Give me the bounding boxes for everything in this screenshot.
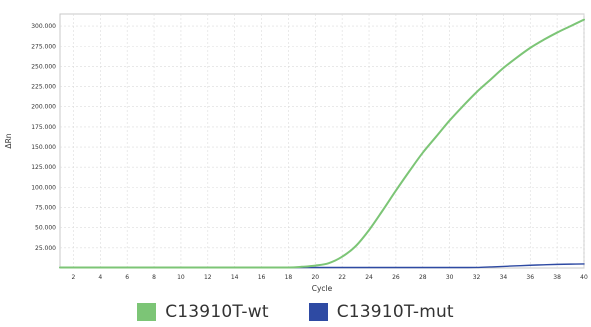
x-tick-label: 12 [204,274,212,281]
x-tick-label: 30 [446,274,454,281]
plot-area [59,13,585,269]
y-tick-label: 175.000 [31,124,56,131]
legend-swatch-wt [137,303,157,321]
y-tick-label: 225.000 [31,84,56,91]
x-tick-label: 32 [473,274,481,281]
x-tick-label: 22 [338,274,346,281]
series-line-wt [59,18,585,269]
y-tick-label: 75.000 [35,205,56,212]
y-tick-label: 150.000 [31,144,56,151]
x-tick-label: 16 [258,274,266,281]
x-tick-label: 10 [177,274,185,281]
x-tick-label: 28 [419,274,427,281]
x-tick-label: 24 [365,274,373,281]
y-tick-label: 100.000 [31,184,56,191]
grid [60,14,585,268]
y-tick-label: 200.000 [31,104,56,111]
x-tick-label: 36 [526,274,534,281]
x-tick-label: 20 [311,274,319,281]
y-tick-label: 50.000 [35,225,56,232]
y-tick-label: 250.000 [31,63,56,70]
x-tick-label: 8 [152,274,156,281]
x-tick-label: 4 [98,274,102,281]
x-tick-label: 2 [72,274,76,281]
legend-item-mut: C13910T-mut [308,302,454,322]
legend-item-wt: C13910T-wt [137,302,268,322]
y-tick-label: 25.000 [35,245,56,252]
x-tick-label: 34 [500,274,508,281]
legend-label-wt: C13910T-wt [165,302,269,322]
y-axis-title: ΔRn [4,133,13,148]
x-tick-label: 38 [553,274,561,281]
series [59,18,585,269]
y-axis-ticks: 25.000 50.000 75.000 100.000 125.000 150.000 1… [31,23,56,252]
x-axis-ticks: 2 4 6 8 10 12 14 16 18 20 22 24 26 28 30 32 34 36 38 40 [72,274,588,281]
qpcr-amplification-chart: 25.000 50.000 75.000 100.000 125.000 150.000 1… [4,13,588,293]
y-tick-label: 125.000 [31,164,56,171]
legend: C13910T-wt C13910T-mut [0,297,591,327]
legend-label-mut: C13910T-mut [336,302,454,322]
y-tick-label: 300.000 [31,23,56,30]
x-tick-label: 14 [231,274,239,281]
x-tick-label: 40 [580,274,588,281]
x-tick-label: 18 [285,274,293,281]
x-tick-label: 26 [392,274,400,281]
x-axis-title: Cycle [312,284,333,293]
x-tick-label: 6 [125,274,129,281]
y-tick-label: 275.000 [31,43,56,50]
legend-swatch-mut [308,303,328,321]
